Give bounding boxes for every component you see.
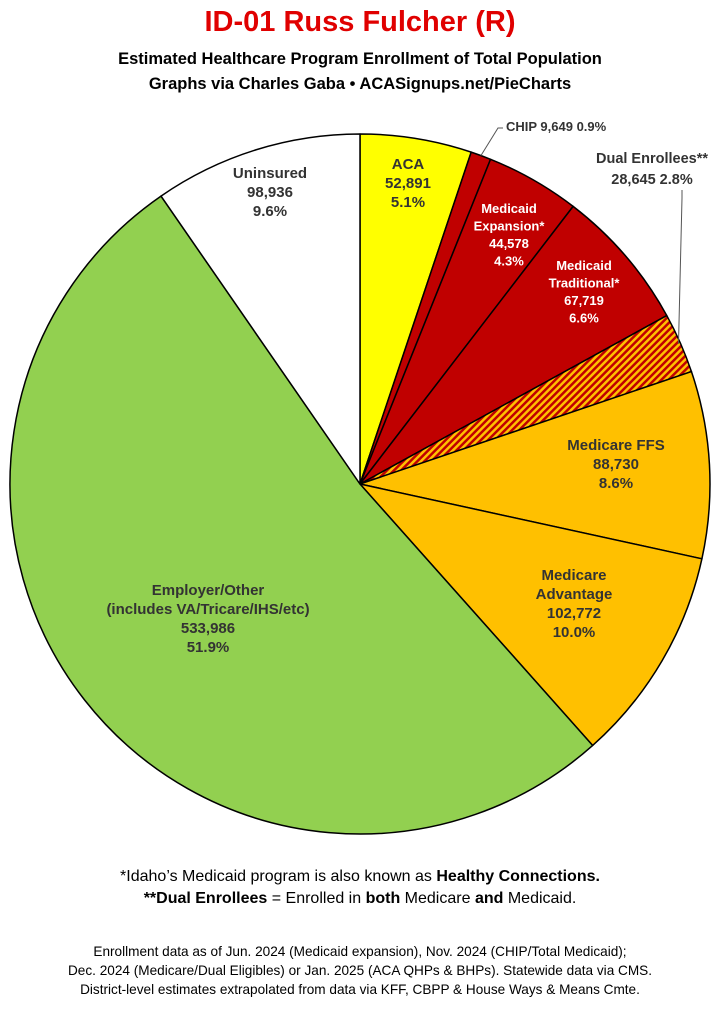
- pie-slice-medicare-ffs: [359, 370, 711, 560]
- footnote-emphasis: and: [474, 890, 504, 907]
- chart-subtitle: Estimated Healthcare Program Enrollment …: [118, 50, 602, 68]
- footnote-text: Medicaid.: [503, 890, 577, 907]
- footnote-text: = Enrolled in: [267, 890, 366, 907]
- footnote-emphasis: both: [365, 890, 401, 907]
- pie-slice-medicare-advantage: [359, 483, 703, 747]
- leader-line-dual-enrollees: [678, 190, 683, 344]
- slice-label-medicare-advantage: Medicare Advantage 102,772 10.0%: [536, 567, 613, 641]
- source-note-line-2: Dec. 2024 (Medicare/Dual Eligibles) or J…: [67, 963, 653, 978]
- slice-label-aca: ACA 52,891 5.1%: [385, 156, 431, 211]
- pie-slice-employer-other-includes-va-tricare-ihs-etc: [9, 195, 594, 835]
- pie-slice-medicaid-traditional: [359, 205, 668, 485]
- footnote-healthy-connections: *Idaho’s Medicaid program is also known …: [0, 868, 720, 886]
- footnote-text: *Idaho’s Medicaid program is also known …: [120, 868, 437, 885]
- slice-label-chip: CHIP 9,649 0.9%: [506, 119, 607, 134]
- slice-label-medicaid-traditional: Medicaid Traditional* 67,719 6.6%: [549, 258, 621, 326]
- source-note-line-1: Enrollment data as of Jun. 2024 (Medicai…: [93, 944, 627, 959]
- footnote-program-name: Healthy Connections.: [436, 868, 600, 885]
- slice-label-medicaid-expansion: Medicaid Expansion* 44,578 4.3%: [474, 201, 546, 269]
- chart-title: ID-01 Russ Fulcher (R): [204, 6, 516, 38]
- slice-label-medicare-ffs: Medicare FFS 88,730 8.6%: [567, 437, 665, 492]
- slice-label-employer-other-includes-va-tricare-ihs-etc: Employer/Other (includes VA/Tricare/IHS/e…: [106, 582, 309, 656]
- footnote-text: Medicare: [400, 890, 475, 907]
- footnote-dual-enrollees: **Dual Enrollees = Enrolled in both Medi…: [0, 890, 720, 908]
- pie-chart: ACA 52,891 5.1% CHIP 9,649 0.9% Medicaid Expa…: [9, 119, 711, 835]
- footnote-term: **Dual Enrollees: [143, 890, 268, 907]
- slice-label-uninsured: Uninsured 98,936 9.6%: [233, 165, 307, 220]
- source-note-line-3: District-level estimates extrapolated fr…: [80, 982, 640, 997]
- chart-credit: Graphs via Charles Gaba • ACASignups.net…: [148, 75, 572, 93]
- pie-slice-uninsured: [160, 133, 361, 485]
- slice-label-dual-enrollees: Dual Enrollees** 28,645 2.8%: [596, 151, 708, 188]
- leader-line-chip: [480, 127, 503, 156]
